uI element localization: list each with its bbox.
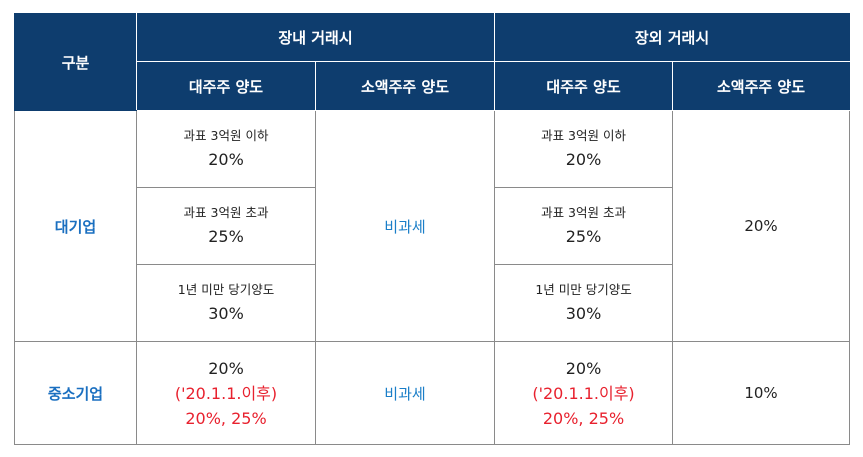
rate-text: 30% [208,304,244,323]
cell-sme-off-major: 20% ('20.1.1.이후) 20%, 25% [494,341,674,445]
new-rate-text: 20%, 25% [542,408,625,428]
tax-rate-table: 구분 장내 거래시 장외 거래시 대주주 양도 소액주주 양도 대주주 양도 소… [14,13,851,445]
new-rate-text: 20%, 25% [185,408,267,428]
header-category: 구분 [14,13,137,111]
since-text: ('20.1.1.이후) [174,383,278,403]
header-onmarket-minor: 소액주주 양도 [314,61,496,111]
cell-large-off-major-1: 과표 3억원 이하 20% [494,110,674,188]
since-text: ('20.1.1.이후) [532,383,635,403]
cell-sme-on-major: 20% ('20.1.1.이후) 20%, 25% [136,341,316,445]
condition-text: 과표 3억원 초과 [541,205,626,220]
rate-text: 20% [565,150,602,169]
rate-text: 20% [565,358,602,378]
rate-text: 30% [565,304,602,323]
condition-text: 1년 미만 당기양도 [535,282,632,297]
rate-text: 25% [565,227,602,246]
cell-large-on-major-1: 과표 3억원 이하 20% [136,110,316,188]
cell-large-off-major-3: 1년 미만 당기양도 30% [494,264,674,342]
condition-text: 과표 3억원 초과 [183,205,269,220]
cell-large-on-major-3: 1년 미만 당기양도 30% [136,264,316,342]
cell-sme-off-minor: 10% [672,341,851,445]
row-label-large-company: 대기업 [14,110,137,342]
cell-large-off-major-2: 과표 3억원 초과 25% [494,187,674,265]
header-onmarket-major: 대주주 양도 [136,61,316,111]
header-offmarket-major: 대주주 양도 [494,61,674,111]
condition-text: 1년 미만 당기양도 [177,282,275,297]
header-offmarket-minor: 소액주주 양도 [672,61,851,111]
header-offmarket: 장외 거래시 [494,13,851,62]
row-label-sme: 중소기업 [14,341,137,445]
condition-text: 과표 3억원 이하 [541,128,626,143]
rate-text: 25% [208,227,244,246]
rate-text: 20% [208,358,244,378]
rate-text: 20% [208,150,244,169]
condition-text: 과표 3억원 이하 [183,128,269,143]
cell-sme-on-minor: 비과세 [314,341,496,445]
header-onmarket: 장내 거래시 [135,13,496,62]
cell-large-off-minor: 20% [672,110,851,342]
cell-large-on-minor: 비과세 [314,110,496,342]
cell-large-on-major-2: 과표 3억원 초과 25% [136,187,316,265]
